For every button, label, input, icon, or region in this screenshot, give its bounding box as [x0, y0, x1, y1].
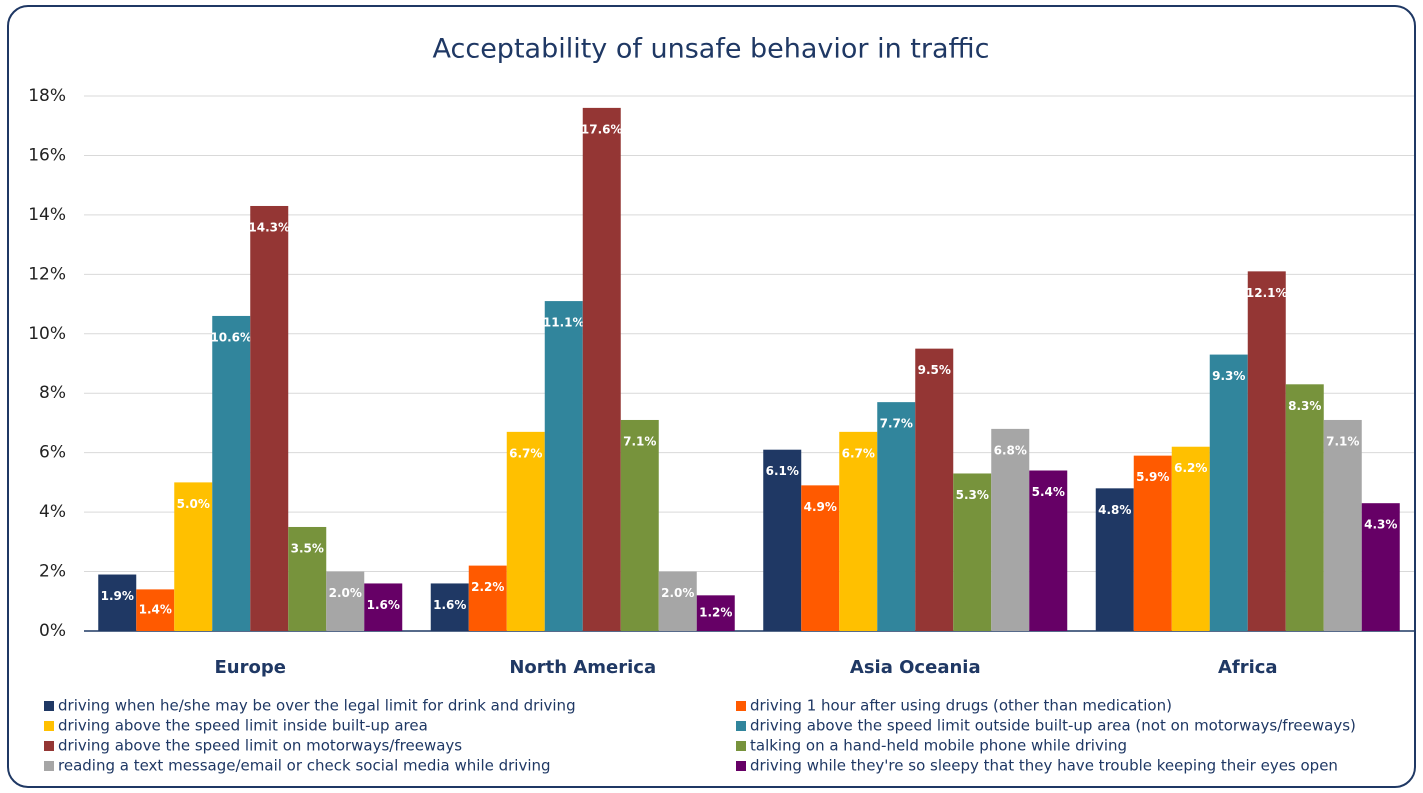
bar: [953, 473, 992, 631]
y-tick-label: 6%: [39, 443, 66, 463]
bar: [326, 571, 365, 631]
value-label: 4.8%: [1098, 503, 1131, 517]
y-tick-label: 16%: [28, 145, 66, 165]
bar: [212, 315, 251, 631]
bar: [1171, 446, 1210, 631]
value-label: 6.8%: [994, 443, 1027, 457]
value-label: 5.3%: [956, 488, 989, 502]
value-label: 6.1%: [766, 464, 799, 478]
legend-swatch: [44, 701, 54, 711]
value-label: 3.5%: [291, 541, 324, 555]
y-tick-label: 18%: [28, 86, 66, 106]
legend-label: driving while they're so sleepy that the…: [750, 757, 1338, 775]
y-tick-label: 10%: [28, 324, 66, 344]
value-label: 4.3%: [1364, 518, 1397, 532]
bar: [1285, 384, 1324, 631]
y-tick-label: 14%: [28, 205, 66, 225]
bar: [582, 107, 621, 631]
chart-title: Acceptability of unsafe behavior in traf…: [433, 34, 990, 65]
legend-swatch: [736, 741, 746, 751]
x-tick-label: Europe: [215, 657, 286, 678]
legend-label: driving when he/she may be over the lega…: [58, 697, 576, 715]
bar: [620, 419, 659, 631]
legend-swatch: [736, 701, 746, 711]
value-label: 6.7%: [842, 446, 875, 460]
value-label: 7.7%: [880, 417, 913, 431]
bar: [364, 583, 403, 631]
x-tick-label: Africa: [1218, 657, 1278, 678]
value-label: 9.5%: [918, 363, 951, 377]
value-label: 1.2%: [699, 606, 732, 620]
value-label: 6.7%: [509, 446, 542, 460]
legend-label: talking on a hand-held mobile phone whil…: [750, 737, 1127, 755]
y-tick-label: 12%: [28, 264, 66, 284]
bar: [250, 205, 289, 631]
value-label: 2.0%: [329, 586, 362, 600]
bar: [991, 428, 1030, 631]
bar: [544, 301, 583, 631]
legend-label: driving above the speed limit outside bu…: [750, 717, 1356, 735]
value-label: 5.9%: [1136, 470, 1169, 484]
value-label: 1.9%: [101, 589, 134, 603]
value-label: 5.4%: [1032, 485, 1065, 499]
value-label: 1.6%: [367, 598, 400, 612]
bar: [1029, 470, 1068, 631]
value-label: 11.1%: [543, 316, 585, 330]
value-label: 7.1%: [1326, 434, 1359, 448]
bar: [174, 482, 213, 631]
legend-swatch: [736, 721, 746, 731]
legend-label: reading a text message/email or check so…: [58, 757, 551, 775]
y-tick-label: 0%: [39, 621, 66, 641]
bar: [1133, 455, 1172, 631]
value-label: 12.1%: [1246, 286, 1288, 300]
legend-swatch: [44, 741, 54, 751]
legend-label: driving above the speed limit on motorwa…: [58, 737, 462, 755]
x-tick-label: Asia Oceania: [850, 657, 981, 678]
x-tick-label: North America: [509, 657, 656, 678]
bar: [696, 595, 735, 631]
value-label: 7.1%: [623, 434, 656, 448]
value-label: 1.4%: [139, 603, 172, 617]
value-label: 5.0%: [177, 497, 210, 511]
value-label: 17.6%: [581, 122, 623, 136]
bar: [506, 431, 545, 631]
bar: [430, 583, 469, 631]
bar: [1323, 419, 1362, 631]
legend-swatch: [44, 761, 54, 771]
bar: [1209, 354, 1248, 631]
value-label: 10.6%: [210, 330, 252, 344]
value-label: 8.3%: [1288, 399, 1321, 413]
bar: [1095, 488, 1134, 631]
value-label: 14.3%: [248, 220, 290, 234]
bar: [915, 348, 954, 631]
y-tick-label: 2%: [39, 562, 66, 582]
value-label: 4.9%: [804, 500, 837, 514]
bar: [136, 589, 175, 631]
legend-label: driving 1 hour after using drugs (other …: [750, 697, 1172, 715]
bar: [658, 571, 697, 631]
value-label: 2.2%: [471, 580, 504, 594]
bar: [1247, 271, 1286, 631]
bar: [877, 402, 916, 631]
legend-label: driving above the speed limit inside bui…: [58, 717, 428, 735]
bar: [801, 485, 840, 631]
bar: [839, 431, 878, 631]
value-label: 9.3%: [1212, 369, 1245, 383]
y-tick-label: 8%: [39, 383, 66, 403]
legend-swatch: [736, 761, 746, 771]
y-tick-label: 4%: [39, 502, 66, 522]
bar: [1361, 503, 1400, 631]
bar: [763, 449, 802, 631]
value-label: 1.6%: [433, 598, 466, 612]
legend-swatch: [44, 721, 54, 731]
bar: [468, 565, 507, 631]
value-label: 6.2%: [1174, 461, 1207, 475]
bar: [98, 574, 137, 631]
value-label: 2.0%: [661, 586, 694, 600]
bar: [288, 526, 327, 631]
